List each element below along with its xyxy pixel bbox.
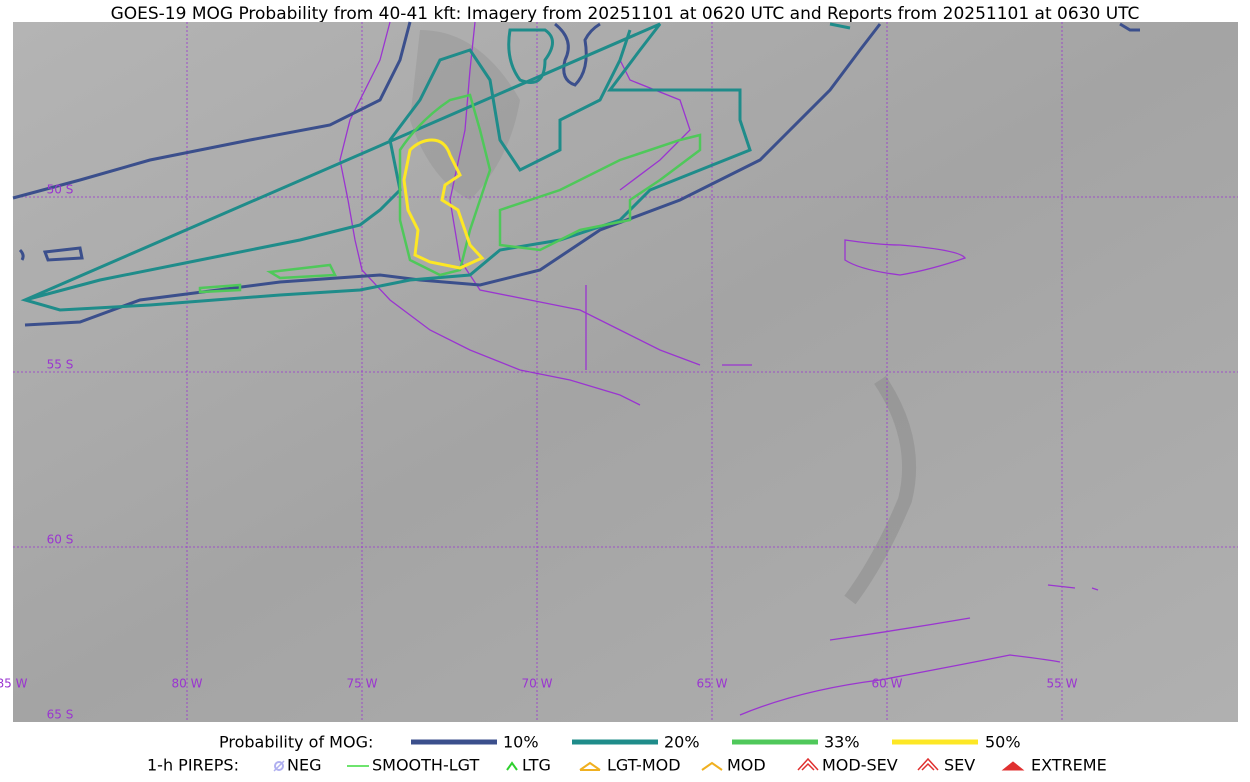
lon-label: 85 W	[0, 677, 28, 691]
title: GOES-19 MOG Probability from 40-41 kft: …	[111, 4, 1140, 24]
lat-label: 50 S	[47, 183, 74, 197]
map: 50 S 55 S 60 S 65 S 85 W 80 W 75 W 70 W …	[0, 21, 1238, 722]
lat-label: 60 S	[47, 533, 74, 547]
coastlines	[339, 21, 1099, 716]
pirep-label: LTG	[522, 756, 551, 775]
lat-label: 65 S	[47, 708, 74, 722]
pirep-label: EXTREME	[1031, 756, 1107, 775]
grid	[13, 22, 1238, 722]
icon-neg	[274, 761, 284, 771]
icon-mod-sev	[797, 757, 819, 771]
legend-label: 33%	[824, 733, 860, 752]
contours	[12, 21, 1140, 327]
lon-label: 70 W	[522, 677, 553, 691]
legend-label: 20%	[664, 733, 700, 752]
legend-label: 50%	[985, 733, 1021, 752]
legend-title: Probability of MOG:	[219, 733, 373, 752]
pirep-legend: 1-h PIREPS: NEG SMOOTH-LGT LTG LGT-MOD M…	[147, 756, 1107, 775]
icon-sev	[917, 757, 939, 771]
lon-label: 80 W	[172, 677, 203, 691]
legend-label: 10%	[503, 733, 539, 752]
icon-extreme	[1001, 761, 1025, 771]
lat-label: 55 S	[47, 358, 74, 372]
pirep-label: SMOOTH-LGT	[372, 756, 479, 775]
pirep-label: LGT-MOD	[607, 756, 681, 775]
pirep-label: MOD-SEV	[822, 756, 898, 775]
icon-neg	[273, 760, 285, 772]
pirep-title: 1-h PIREPS:	[147, 756, 239, 775]
pirep-label: NEG	[287, 756, 321, 775]
lon-label: 60 W	[872, 677, 903, 691]
icon-mod	[701, 761, 723, 771]
probability-legend: Probability of MOG: 10% 20% 33% 50%	[219, 733, 1021, 752]
pirep-label: SEV	[944, 756, 975, 775]
icon-lgt-mod	[579, 761, 601, 771]
dark-band	[844, 376, 917, 605]
cloud-shade	[410, 30, 520, 200]
lon-label: 65 W	[697, 677, 728, 691]
lon-label: 75 W	[347, 677, 378, 691]
pirep-label: MOD	[727, 756, 766, 775]
icon-ltg	[506, 761, 518, 771]
lon-label: 55 W	[1047, 677, 1078, 691]
